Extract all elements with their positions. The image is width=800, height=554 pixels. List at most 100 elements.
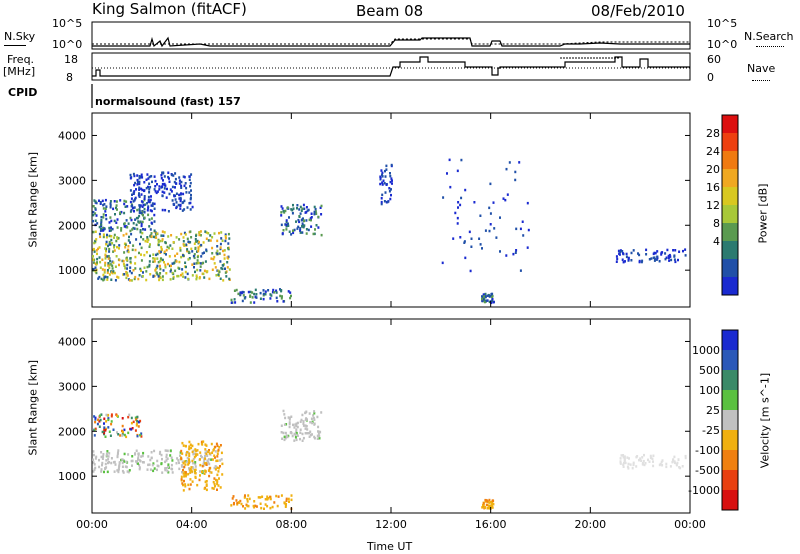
range-gate-cell <box>116 454 119 458</box>
range-gate-cell <box>173 194 176 198</box>
range-gate-cell <box>100 219 103 222</box>
range-gate-cell <box>309 421 312 424</box>
range-gate-cell <box>184 485 187 488</box>
range-gate-cell <box>220 451 223 455</box>
range-gate-cell <box>205 231 208 234</box>
range-gate-cell <box>261 495 264 498</box>
range-gate-cell <box>214 468 217 471</box>
range-gate-cell <box>160 248 163 252</box>
range-gate-cell <box>383 200 386 203</box>
range-gate-cell <box>153 467 156 470</box>
range-gate-cell <box>141 454 144 458</box>
range-gate-cell <box>215 459 218 463</box>
range-gate-cell <box>263 507 265 510</box>
range-gate-cell <box>190 173 193 176</box>
range-gate-cell <box>298 215 301 218</box>
range-gate-cell <box>320 213 323 216</box>
range-gate-cell <box>116 208 118 211</box>
range-gate-cell <box>175 462 178 465</box>
range-gate-cell <box>478 237 481 240</box>
range-gate-cell <box>441 261 444 265</box>
range-gate-cell <box>180 255 183 259</box>
range-gate-cell <box>110 226 112 229</box>
range-gate-cell <box>228 277 231 281</box>
range-gate-cell <box>107 426 110 429</box>
range-gate-cell <box>202 241 205 244</box>
range-gate-cell <box>308 431 311 435</box>
range-gate-cell <box>148 225 151 228</box>
range-gate-cell <box>206 270 209 273</box>
range-gate-cell <box>178 193 181 197</box>
range-gate-cell <box>192 452 195 456</box>
range-gate-cell <box>116 236 119 239</box>
range-gate-cell <box>291 434 294 438</box>
range-gate-cell <box>216 480 219 484</box>
range-gate-cell <box>214 450 217 453</box>
range-gate-cell <box>191 205 194 209</box>
colorbar-segment <box>722 490 738 511</box>
range-gate-cell <box>134 197 137 201</box>
range-gate-cell <box>211 236 214 239</box>
range-gate-cell <box>219 459 222 462</box>
range-gate-cell <box>190 446 193 450</box>
range-gate-cell <box>678 466 681 469</box>
ytick-label: 4000 <box>58 129 86 142</box>
range-gate-cell <box>665 465 668 469</box>
range-gate-cell <box>301 225 303 228</box>
range-gate-cell <box>276 504 279 508</box>
range-gate-cell <box>222 249 224 253</box>
range-gate-cell <box>120 458 123 462</box>
range-gate-cell <box>675 463 678 466</box>
range-gate-cell <box>162 234 165 237</box>
range-gate-cell <box>106 278 109 281</box>
range-gate-cell <box>112 261 115 264</box>
range-gate-cell <box>129 177 132 180</box>
range-gate-cell <box>174 177 177 181</box>
range-gate-cell <box>167 235 170 238</box>
range-gate-cell <box>138 204 141 207</box>
range-gate-cell <box>109 200 112 203</box>
range-gate-cell <box>204 443 207 446</box>
range-gate-cell <box>182 254 184 257</box>
range-gate-cell <box>110 457 113 460</box>
range-gate-cell <box>133 174 136 178</box>
range-gate-cell <box>216 473 219 477</box>
range-gate-cell <box>299 420 302 423</box>
nave-tick-bottom: 0 <box>707 71 714 84</box>
range-gate-cell <box>656 250 659 253</box>
range-gate-cell <box>272 288 275 292</box>
range-gate-cell <box>107 413 110 417</box>
range-gate-cell <box>224 239 227 243</box>
range-gate-cell <box>652 460 654 463</box>
range-gate-cell <box>108 243 111 246</box>
range-gate-cell <box>175 182 178 185</box>
range-gate-cell <box>379 182 382 186</box>
range-gate-cell <box>289 296 292 300</box>
range-gate-cell <box>288 418 291 421</box>
range-gate-cell <box>388 190 391 193</box>
range-gate-cell <box>299 212 302 215</box>
range-gate-cell <box>643 453 645 457</box>
range-gate-cell <box>207 450 210 453</box>
range-gate-cell <box>121 432 124 436</box>
range-gate-cell <box>319 430 322 434</box>
range-gate-cell <box>615 260 618 263</box>
range-gate-cell <box>93 434 96 437</box>
range-gate-cell <box>282 210 285 213</box>
range-gate-cell <box>280 424 283 427</box>
range-gate-cell <box>111 264 114 267</box>
range-gate-cell <box>165 248 168 252</box>
range-gate-cell <box>117 433 120 436</box>
range-gate-cell <box>94 418 97 421</box>
range-gate-cell <box>238 501 241 504</box>
range-gate-cell <box>99 202 102 205</box>
range-gate-cell <box>197 246 200 249</box>
range-gate-cell <box>93 428 96 432</box>
range-gate-cell <box>306 209 309 212</box>
colorbar-segment <box>722 169 738 188</box>
range-gate-cell <box>172 277 175 280</box>
range-gate-cell <box>282 300 285 303</box>
range-gate-cell <box>102 273 105 277</box>
range-gate-cell <box>137 456 140 460</box>
range-gate-cell <box>159 239 161 243</box>
